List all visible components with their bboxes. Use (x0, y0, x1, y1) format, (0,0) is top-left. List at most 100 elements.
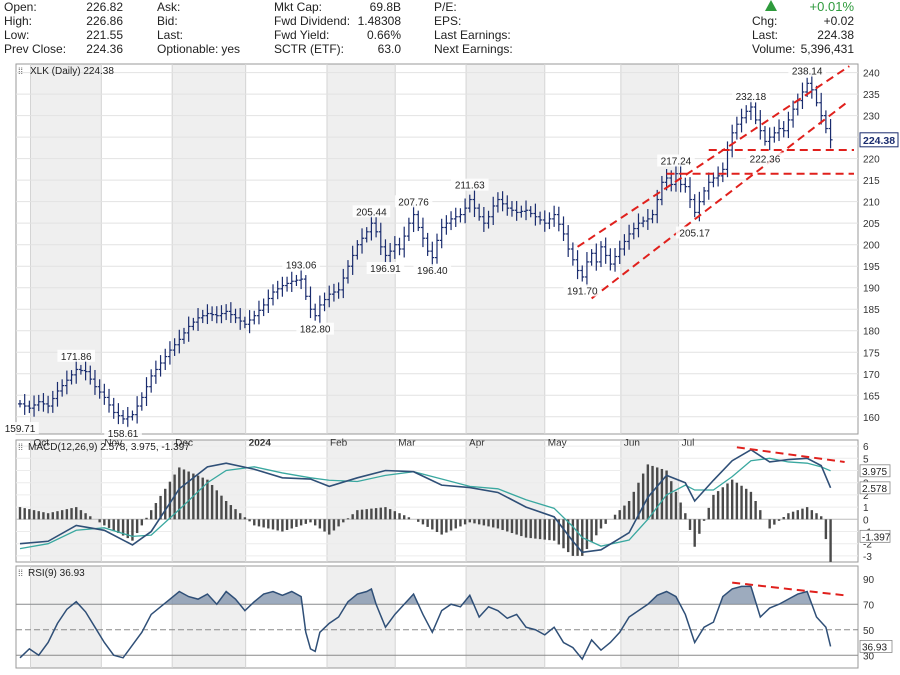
macd-histogram-bar (543, 519, 546, 540)
macd-histogram-bar (70, 508, 73, 520)
macd-histogram-bar (84, 513, 87, 520)
price-annotation: 232.18 (736, 92, 767, 103)
macd-histogram-bar (679, 502, 682, 520)
macd-histogram-bar (407, 517, 411, 520)
macd-histogram-bar (796, 510, 799, 520)
annotation-bg (282, 258, 320, 271)
month-band (326, 64, 396, 434)
macd-histogram-bar (51, 512, 54, 520)
macd-histogram-bar (782, 517, 785, 520)
price-axis-tick-label: 230 (863, 112, 880, 123)
macd-histogram-bar (285, 519, 289, 530)
rsi-line (19, 585, 832, 661)
price-axis-tick-label: 205 (863, 219, 880, 230)
quote-label: Last Earnings: (434, 28, 511, 42)
macd-histogram-bar (815, 513, 818, 520)
macd-histogram-bar (773, 519, 776, 525)
macd-last-value: -1.397 (862, 532, 891, 543)
month-tick-label: Apr (469, 438, 485, 449)
macd-histogram-bar (590, 519, 593, 543)
macd-histogram-bar (524, 519, 528, 538)
macd-last-value: 2.578 (862, 484, 887, 495)
macd-histogram-bar (768, 519, 771, 529)
quote-label: Chg: (752, 14, 778, 28)
month-tick-label: Feb (330, 438, 348, 449)
rsi-axis-tick-label: 30 (863, 651, 875, 662)
macd-pane-title: MACD(12,26,9) 2.578, 3.975, -1.397 (28, 442, 190, 453)
drag-handle-icon: ⁞⁞ (18, 66, 23, 76)
macd-histogram-bar (89, 516, 92, 520)
quote-label: Bid: (157, 14, 178, 28)
macd-histogram-bar (299, 519, 303, 526)
macd-histogram-bar (435, 519, 439, 533)
quote-label: Optionable: (157, 42, 219, 56)
annotation-bg (450, 178, 489, 191)
macd-histogram-bar (332, 519, 336, 531)
macd-histogram-bar (735, 482, 739, 520)
month-tick-label: 2024 (249, 438, 272, 449)
macd-histogram-bar (262, 519, 265, 528)
macd-histogram-bar (178, 467, 181, 520)
quote-label: Fwd Yield: (274, 28, 330, 42)
macd-histogram-bar (351, 514, 354, 520)
macd-histogram-bar (304, 519, 308, 524)
price-annotation: 205.44 (356, 207, 387, 218)
rsi-axis-tick-label: 70 (863, 600, 875, 611)
stock-chart[interactable]: Oct Nov Dec 2024 Feb Mar Apr May Jun Jul160165170… (0, 56, 900, 675)
macd-histogram-bar (707, 507, 710, 520)
macd-histogram-bar (131, 519, 134, 541)
macd-histogram-bar (829, 519, 832, 562)
macd-histogram-bar (159, 495, 162, 520)
price-axis-tick-label: 180 (863, 327, 880, 338)
quote-value: 224.38 (817, 28, 854, 42)
month-band (620, 64, 679, 434)
month-band (172, 64, 246, 434)
annotation-bg (746, 152, 784, 165)
macd-histogram-bar (103, 519, 106, 526)
price-axis-tick-label: 185 (863, 305, 880, 316)
macd-histogram-bar (318, 519, 322, 529)
annotation-bg (563, 284, 602, 297)
macd-histogram-bar (468, 519, 471, 523)
macd-histogram-bar (398, 513, 401, 520)
macd-histogram-bar (538, 519, 542, 540)
macd-histogram-bar (253, 519, 256, 526)
quote-value: 226.82 (86, 0, 123, 14)
price-annotation: 191.70 (567, 286, 598, 297)
macd-histogram-bar (18, 507, 22, 520)
macd-histogram-bar (801, 508, 804, 520)
price-axis-tick-label: 175 (863, 348, 880, 359)
quote-label: Prev Close: (4, 42, 67, 56)
macd-histogram-bar (721, 487, 725, 520)
macd-histogram-bar (487, 519, 490, 527)
month-band (620, 566, 679, 668)
macd-histogram-bar (641, 473, 645, 520)
macd-histogram-bar (365, 509, 368, 520)
macd-histogram-bar (496, 519, 500, 529)
macd-histogram-bar (440, 519, 443, 535)
macd-histogram-bar (613, 514, 617, 520)
month-band (326, 566, 396, 668)
macd-histogram-bar (557, 519, 561, 545)
macd-histogram-bar (65, 509, 69, 520)
macd-axis-tick-label: 2 (863, 491, 869, 502)
macd-histogram-bar (670, 481, 673, 520)
price-annotation: 196.40 (417, 266, 448, 277)
macd-histogram-bar (370, 508, 373, 520)
macd-histogram-bar (623, 505, 626, 520)
macd-histogram-bar (239, 513, 242, 520)
macd-histogram-bar (445, 519, 448, 533)
annotation-bg (1, 422, 39, 435)
annotation-bg (394, 195, 433, 208)
macd-histogram-bar (482, 519, 486, 526)
pane-frame (15, 439, 859, 563)
macd-value-tag (859, 481, 891, 495)
macd-histogram-bar (805, 507, 809, 520)
price-axis-tick-label: 190 (863, 284, 880, 295)
macd-histogram-bar (492, 519, 495, 528)
macd-histogram-bar (210, 484, 214, 520)
quote-label: EPS: (434, 14, 462, 28)
macd-histogram-bar (520, 519, 523, 537)
macd-histogram-bar (463, 519, 467, 525)
macd-histogram-bar (618, 510, 621, 520)
